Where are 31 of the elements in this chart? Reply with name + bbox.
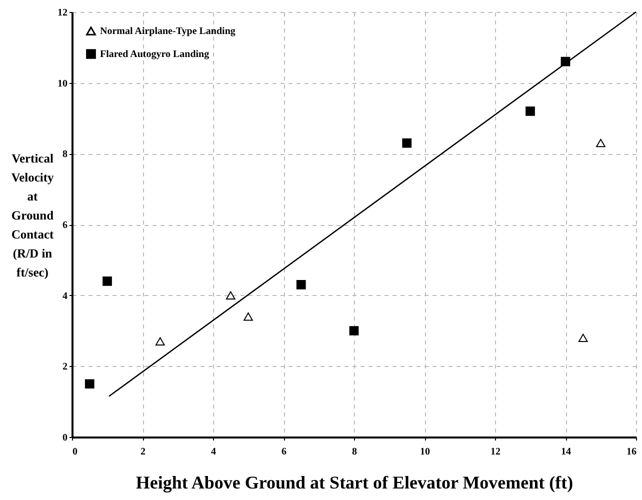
- legend-label: Flared Autogyro Landing: [100, 49, 210, 60]
- x-tick-label: 0: [72, 446, 78, 458]
- point: [578, 334, 588, 342]
- x-tick-label: 4: [211, 446, 216, 458]
- y-tick-label: 12: [58, 8, 68, 18]
- y-tick-label: 8: [62, 149, 68, 160]
- point: [596, 138, 606, 148]
- x-tick-label: 6: [282, 446, 286, 458]
- y-tick-label: 4: [62, 290, 68, 302]
- point: [296, 280, 306, 290]
- x-tick-label: 8: [352, 446, 357, 458]
- point: [155, 337, 165, 346]
- y-axis-title: Vertical Velocity at Ground Contact (R/D in ft/sec): [11, 152, 55, 280]
- point: [226, 291, 236, 300]
- x-tick-label: 12: [490, 446, 500, 458]
- x-tick-label: 16: [626, 446, 636, 458]
- y-tick-label: 6: [62, 220, 68, 231]
- x-axis-title: Height Above Ground at Start of Elevator Movement (ft): [136, 472, 574, 492]
- point: [102, 276, 112, 286]
- point: [349, 326, 359, 336]
- point: [244, 312, 253, 321]
- point: [526, 106, 535, 116]
- point: [402, 138, 412, 148]
- point: [84, 379, 94, 389]
- y-tick-label: 2: [62, 362, 68, 373]
- y-tick-label: 10: [58, 78, 68, 90]
- legend-label: Normal Airplane-Type Landing: [100, 26, 236, 37]
- x-tick-label: 10: [420, 446, 430, 458]
- x-tick-label: 2: [140, 446, 146, 458]
- x-tick-label: 14: [561, 446, 571, 458]
- y-tick-label: 0: [62, 432, 68, 444]
